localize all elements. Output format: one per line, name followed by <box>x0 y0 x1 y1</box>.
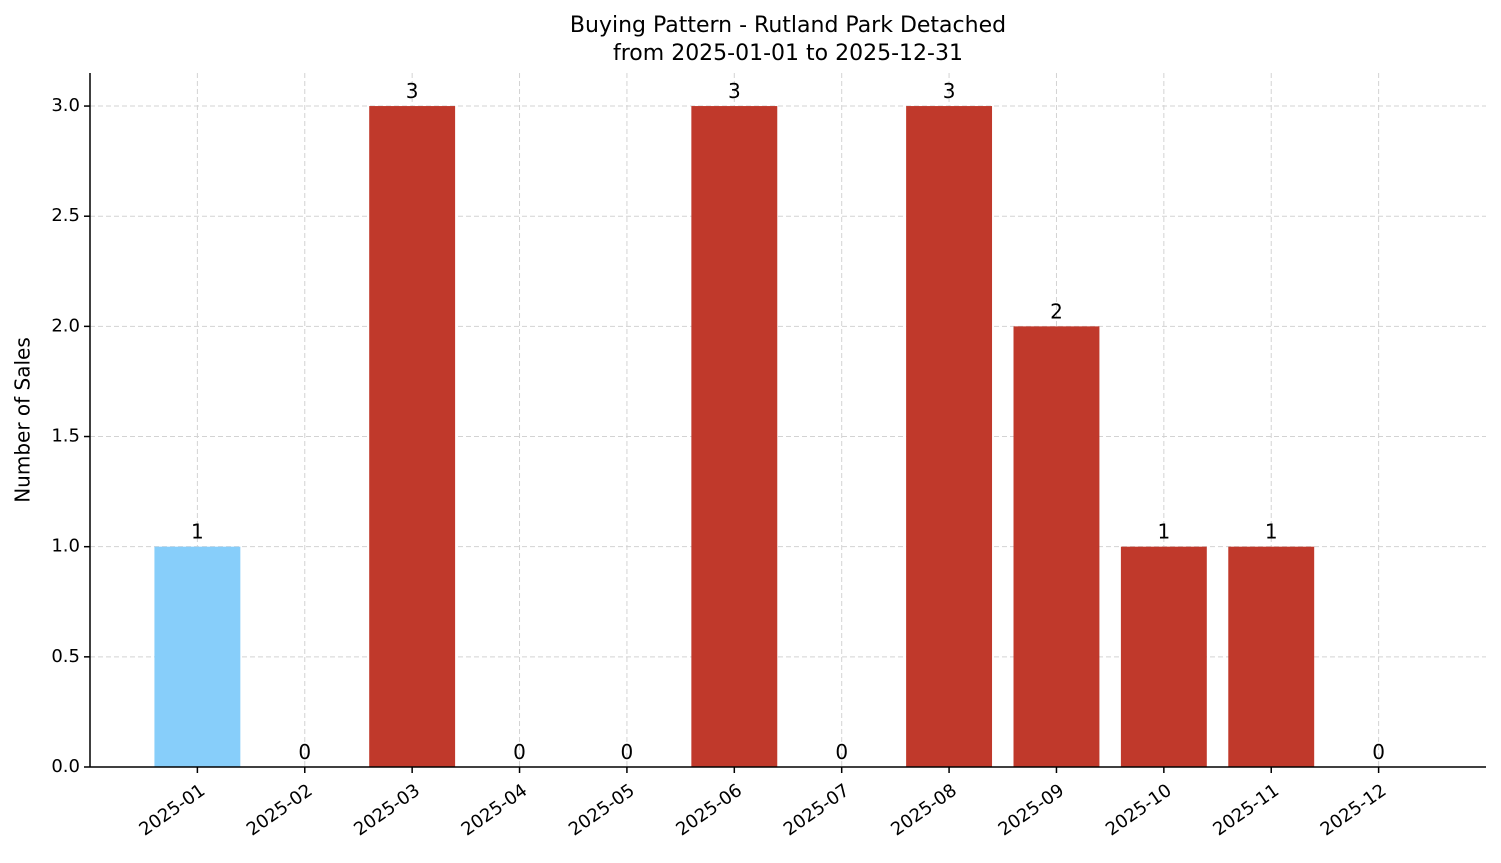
x-tick-label: 2025-01 <box>135 780 209 840</box>
value-label: 1 <box>191 520 204 544</box>
x-tick-label: 2025-04 <box>458 780 532 840</box>
value-label: 0 <box>1372 740 1385 764</box>
y-tick-label: 2.5 <box>51 205 80 226</box>
x-tick-label: 2025-12 <box>1317 780 1391 840</box>
x-tick-label: 2025-09 <box>995 780 1069 840</box>
value-label: 3 <box>728 79 741 103</box>
bar <box>906 106 993 768</box>
bar <box>691 106 778 768</box>
y-tick-label: 0.0 <box>51 756 80 777</box>
x-tick-label: 2025-10 <box>1102 780 1176 840</box>
bar <box>1013 326 1100 767</box>
bar <box>154 546 241 767</box>
value-label: 0 <box>621 740 634 764</box>
bar <box>369 106 456 768</box>
y-tick-label: 1.0 <box>51 536 80 557</box>
x-tick-label: 2025-08 <box>887 780 961 840</box>
value-label: 0 <box>298 740 311 764</box>
x-tick-label: 2025-03 <box>350 780 424 840</box>
value-label: 1 <box>1265 520 1278 544</box>
chart-title: Buying Pattern - Rutland Park Detached <box>570 13 1006 38</box>
x-tick-label: 2025-07 <box>780 780 854 840</box>
x-tick-label: 2025-05 <box>565 780 639 840</box>
value-label: 3 <box>943 79 956 103</box>
chart-subtitle: from 2025-01-01 to 2025-12-31 <box>613 41 963 66</box>
y-tick-label: 3.0 <box>51 95 80 116</box>
x-tick-label: 2025-06 <box>672 780 746 840</box>
value-label: 3 <box>406 79 419 103</box>
value-label: 2 <box>1050 299 1063 323</box>
y-tick-label: 2.0 <box>51 315 80 336</box>
bar <box>1228 546 1315 767</box>
y-tick-label: 1.5 <box>51 426 80 447</box>
x-tick-label: 2025-02 <box>243 780 317 840</box>
y-tick-label: 0.5 <box>51 646 80 667</box>
value-label: 0 <box>835 740 848 764</box>
value-label: 1 <box>1157 520 1170 544</box>
x-tick-label: 2025-11 <box>1209 780 1283 840</box>
y-axis-label: Number of Sales <box>11 337 35 503</box>
value-label: 0 <box>513 740 526 764</box>
bar <box>1120 546 1207 767</box>
